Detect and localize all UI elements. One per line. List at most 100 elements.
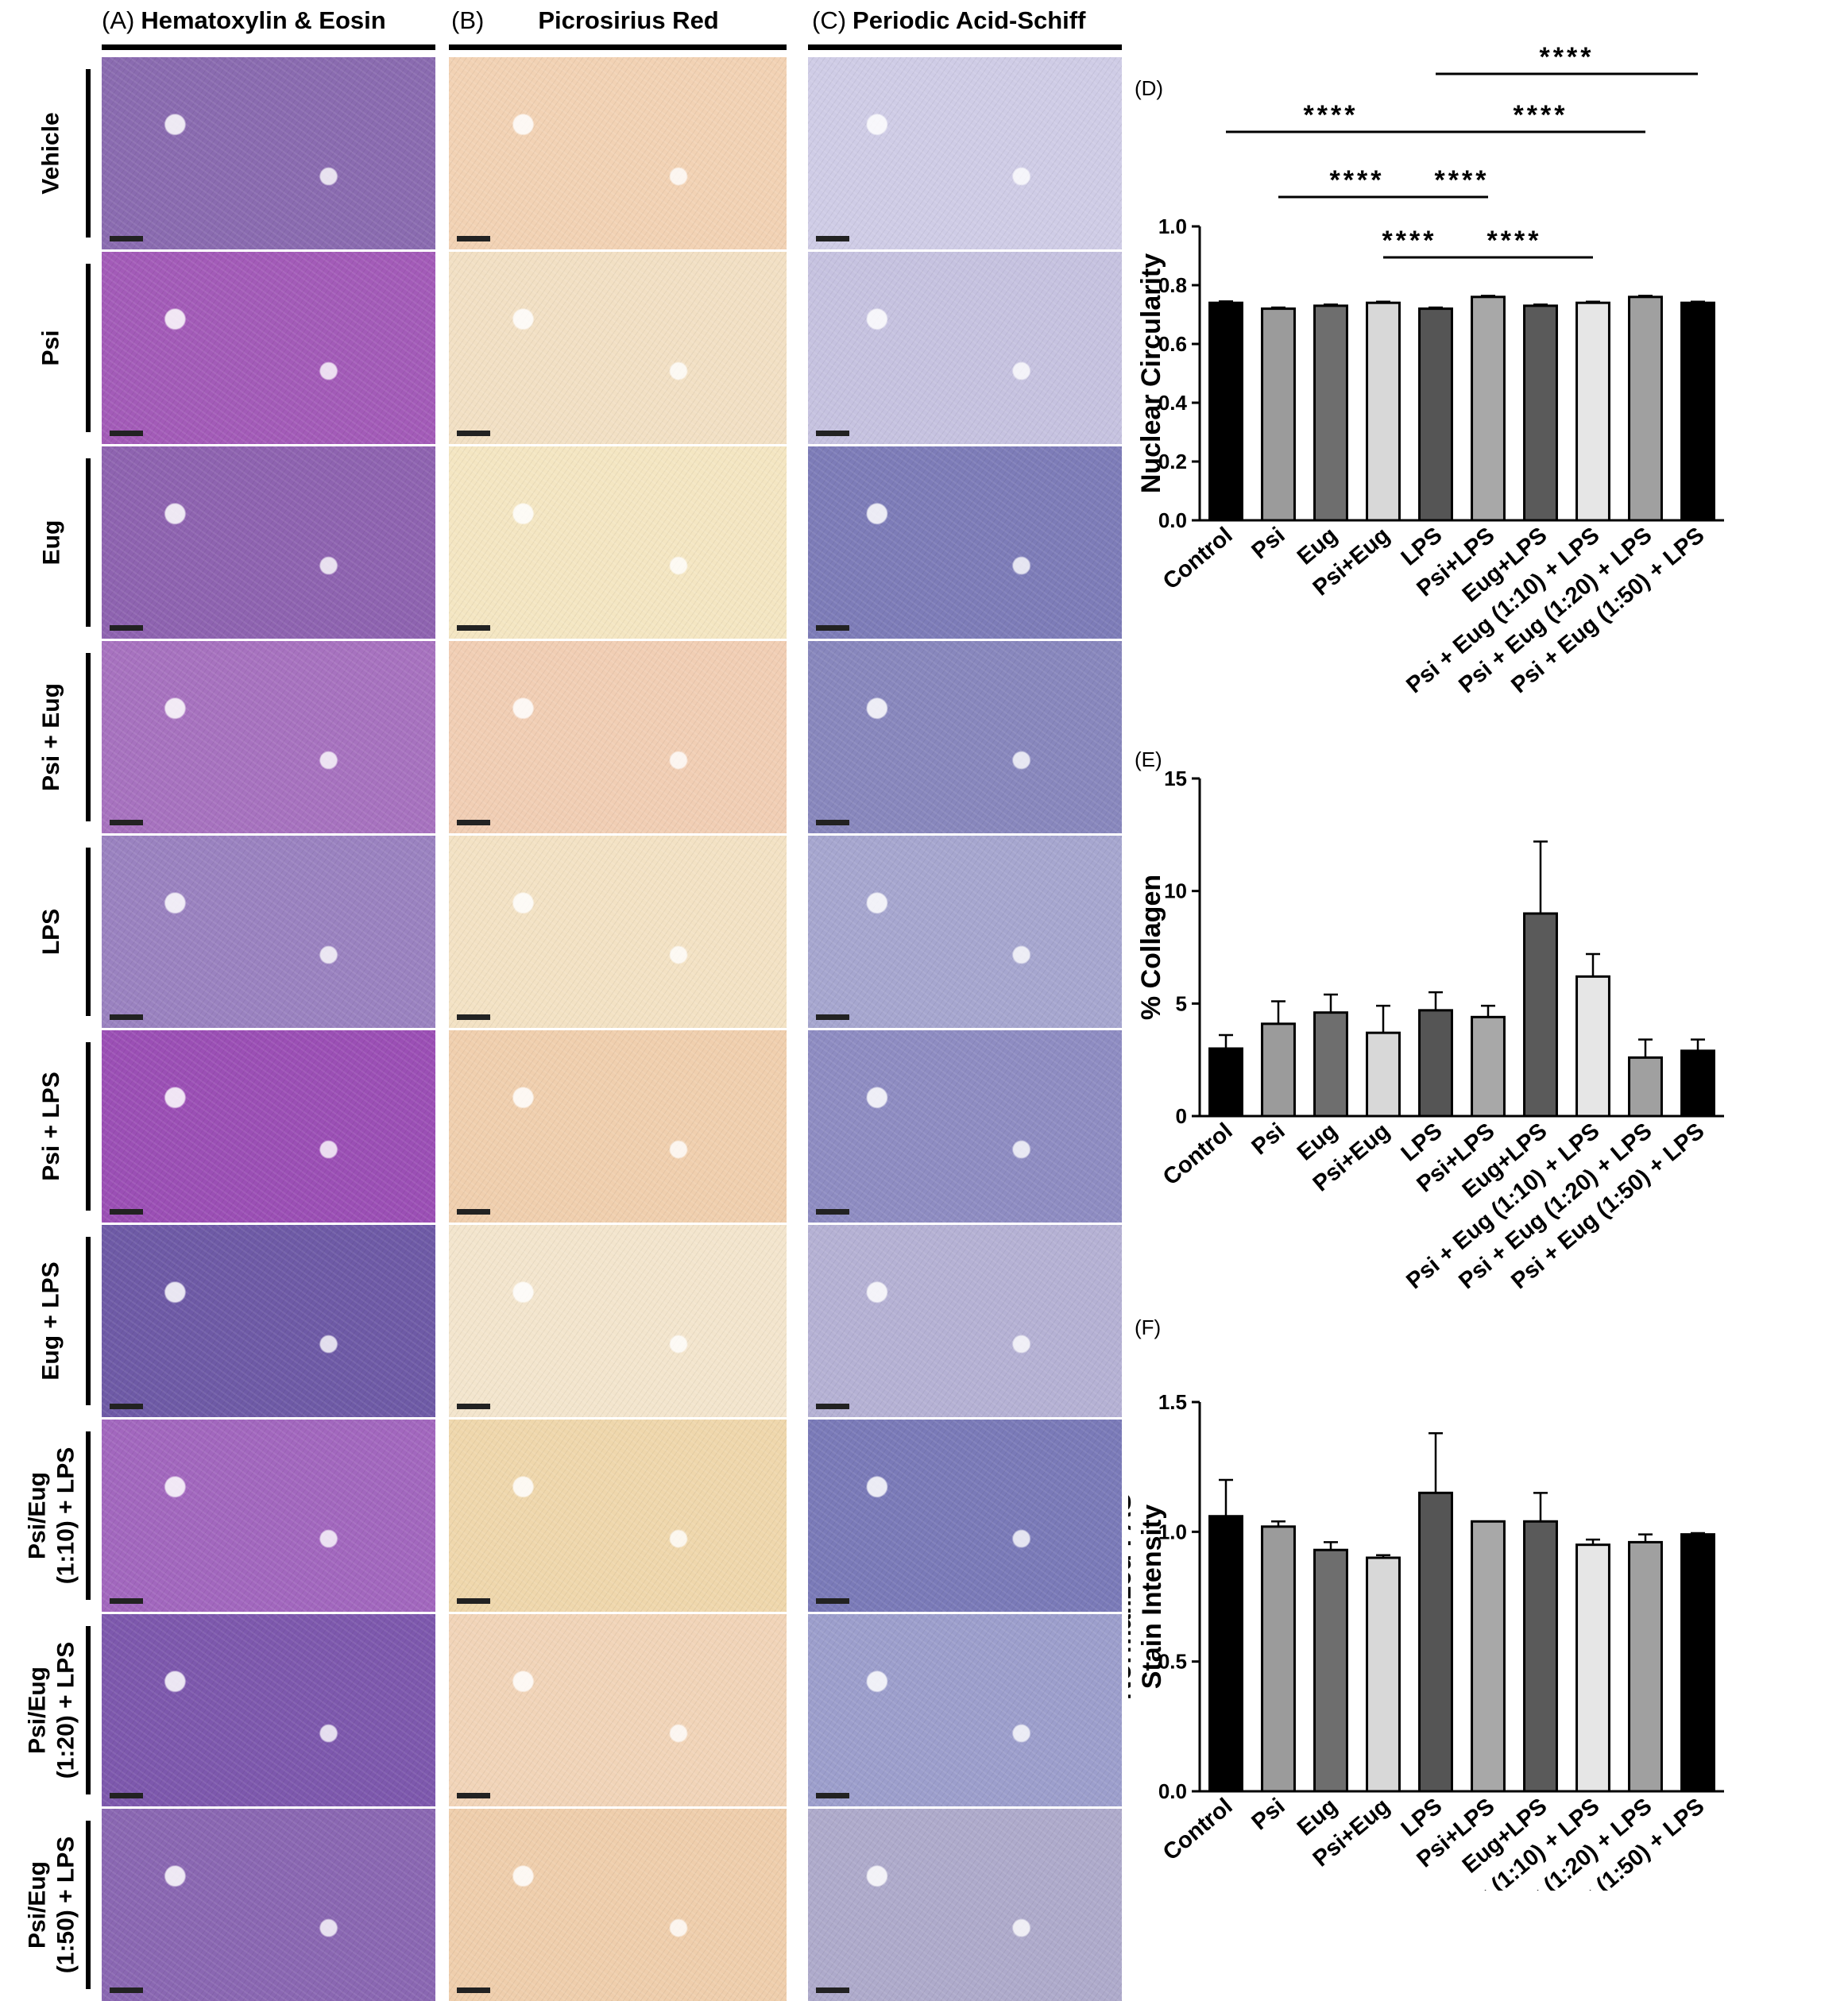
micrograph-b (449, 1030, 787, 1223)
bar (1471, 1015, 1506, 1118)
row-bar (86, 264, 91, 432)
y-tick-label: 1.5 (1158, 1390, 1187, 1414)
y-axis-label: % Collagen (1136, 875, 1166, 1020)
micrograph-c (808, 446, 1122, 639)
panel-label: (F) (1135, 1315, 1161, 1339)
scale-bar (110, 1598, 143, 1604)
panel-a-letter: (A) (102, 6, 135, 34)
bar (1680, 1533, 1715, 1793)
micrograph-a (102, 641, 435, 833)
y-axis-label: Normalized PAS (1128, 1493, 1137, 1700)
micrograph-b (449, 1809, 787, 2001)
scale-bar (110, 820, 143, 825)
scale-bar (110, 1209, 143, 1215)
scale-bar (457, 1014, 490, 1020)
bar (1418, 307, 1453, 522)
bar (1628, 1540, 1663, 1793)
micrograph-b (449, 57, 787, 249)
significance-stars: **** (1435, 165, 1490, 195)
x-tick-label: Psi (1247, 523, 1290, 564)
bar (1261, 307, 1296, 522)
row-bar (86, 1042, 91, 1211)
y-tick-label: 1.0 (1158, 214, 1187, 238)
y-tick-label: 10 (1164, 879, 1187, 903)
x-tick-label: Control (1158, 1118, 1238, 1191)
scale-bar (816, 1987, 849, 1993)
panel-b-header: (B) Picrosirius Red (451, 6, 719, 48)
y-tick-label: 0.4 (1158, 391, 1188, 415)
row-label: Psi + LPS (24, 1030, 79, 1223)
scale-bar (816, 431, 849, 436)
row-label-text: Psi/Eug (1:50) + LPS (24, 1836, 79, 1974)
scale-bar (457, 1598, 490, 1604)
bar (1418, 1491, 1453, 1793)
row-label: Psi (24, 252, 79, 444)
y-tick-label: 0.2 (1158, 450, 1187, 473)
panel-label: (D) (1135, 76, 1163, 100)
bar (1471, 296, 1506, 522)
scale-bar (110, 431, 143, 436)
y-axis-label: Nuclear Circularity (1136, 253, 1166, 493)
scale-bar (110, 1014, 143, 1020)
scale-bar (110, 625, 143, 631)
significance-stars: **** (1382, 226, 1437, 256)
bar (1418, 1009, 1453, 1118)
scale-bar (110, 1987, 143, 1993)
micrograph-a (102, 1420, 435, 1612)
micrograph-b (449, 1420, 787, 1612)
scale-bar (457, 1987, 490, 1993)
panel-label: (E) (1135, 747, 1162, 771)
y-tick-label: 15 (1164, 767, 1187, 790)
panel-b-title: Picrosirius Red (538, 6, 719, 34)
panel-c-letter: (C) (812, 6, 847, 34)
row-label: Psi + Eug (24, 641, 79, 833)
bar (1261, 1525, 1296, 1793)
micrograph-b (449, 641, 787, 833)
row-bar (86, 1431, 91, 1600)
bar (1471, 1520, 1506, 1793)
bar (1208, 1515, 1243, 1793)
panel-c-header: (C) Periodic Acid-Schiff (812, 6, 1085, 48)
row-label: Psi/Eug (1:20) + LPS (24, 1614, 79, 1806)
chart-nuclear-circularity: (D) Nuclear Circularity 0.0 0.2 0.4 0.6 0.8 1.0… (1135, 42, 1724, 698)
panel-a-rule (102, 44, 435, 50)
x-tick-label: Control (1158, 523, 1238, 595)
row-label-text: LPS (37, 908, 64, 956)
scale-bar (457, 1404, 490, 1409)
y-axis-label: Stain Intensity (1137, 1505, 1167, 1689)
micrograph-c (808, 1225, 1122, 1417)
row-label: LPS (24, 836, 79, 1028)
row-bar (86, 653, 91, 821)
scale-bar (110, 236, 143, 241)
scale-bar (816, 1209, 849, 1215)
significance-stars: **** (1304, 100, 1359, 130)
scale-bar (110, 1404, 143, 1409)
panel-a-header: (A) Hematoxylin & Eosin (102, 6, 386, 48)
row-label-text: Psi + LPS (38, 1072, 65, 1181)
micrograph-c (808, 252, 1122, 444)
panel-b-rule (449, 44, 787, 50)
bar (1680, 301, 1715, 522)
micrograph-b (449, 1225, 787, 1417)
micrograph-c (808, 836, 1122, 1028)
row-bar (86, 848, 91, 1016)
bar (1366, 301, 1401, 522)
significance-stars: **** (1514, 100, 1568, 130)
panel-c-title: Periodic Acid-Schiff (852, 6, 1086, 34)
micrograph-a (102, 1225, 435, 1417)
micrograph-a (102, 1614, 435, 1806)
micrograph-b (449, 446, 787, 639)
micrograph-a (102, 446, 435, 639)
scale-bar (457, 1209, 490, 1215)
micrograph-c (808, 1030, 1122, 1223)
scale-bar (816, 1014, 849, 1020)
row-label: Eug (24, 446, 79, 639)
x-tick-label: Psi (1247, 1794, 1290, 1835)
row-label: Psi/Eug (1:50) + LPS (24, 1809, 79, 2001)
bar (1628, 296, 1663, 522)
bar (1628, 1056, 1663, 1118)
row-label-text: Psi + Eug (38, 683, 65, 791)
scale-bar (816, 625, 849, 631)
x-tick-label: Psi (1247, 1118, 1290, 1160)
row-bar (86, 458, 91, 627)
